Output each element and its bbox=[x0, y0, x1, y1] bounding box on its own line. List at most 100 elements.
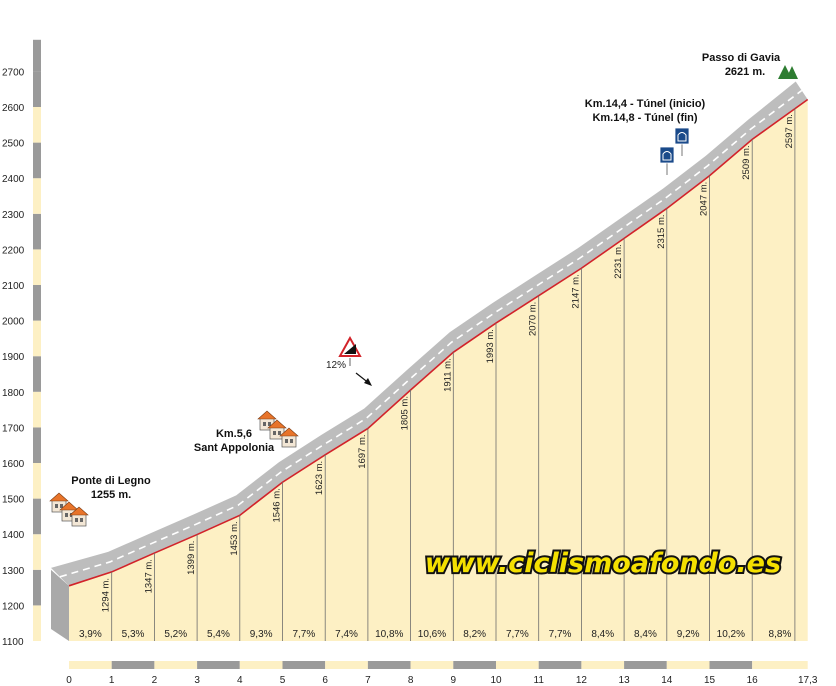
y-tick-label: 1600 bbox=[2, 459, 25, 470]
km-band bbox=[410, 661, 454, 669]
tunnel-sign-icon bbox=[674, 127, 690, 156]
altitude-band bbox=[33, 249, 41, 285]
km-band bbox=[581, 661, 625, 669]
km-band bbox=[496, 661, 539, 669]
x-tick-label: 16 bbox=[747, 675, 759, 686]
gradient-label: 9,2% bbox=[677, 629, 700, 640]
house-window bbox=[65, 513, 68, 517]
x-tick-label: 6 bbox=[322, 675, 328, 686]
house-wall bbox=[281, 434, 297, 448]
altitude-band bbox=[33, 427, 41, 463]
gradient-label: 8,4% bbox=[634, 629, 657, 640]
y-tick-label: 2100 bbox=[2, 281, 25, 292]
house-window bbox=[290, 439, 293, 443]
altitude-band bbox=[33, 285, 41, 321]
altitude-label: 1546 m. bbox=[272, 488, 283, 522]
tunnel-end: Km.14,8 - Túnel (fin) bbox=[592, 112, 697, 124]
gradient-label: 10,6% bbox=[418, 629, 446, 640]
x-tick-label: 2 bbox=[152, 675, 158, 686]
km-band bbox=[111, 661, 155, 669]
altitude-band bbox=[33, 142, 41, 179]
x-tick-label: 9 bbox=[451, 675, 457, 686]
house-window bbox=[278, 431, 281, 435]
altitude-label: 2147 m. bbox=[570, 274, 581, 308]
altitude-label: 2597 m. bbox=[784, 114, 795, 148]
house-roof bbox=[69, 506, 89, 516]
y-tick-label: 1300 bbox=[2, 566, 25, 577]
summit-mountain-icon bbox=[778, 65, 798, 79]
x-tick-label: 1 bbox=[109, 675, 115, 686]
km-band bbox=[666, 661, 710, 669]
gradient-label: 5,2% bbox=[164, 629, 187, 640]
altitude-label: 1294 m. bbox=[101, 578, 112, 612]
profile-line bbox=[68, 98, 809, 587]
road-center-line bbox=[59, 89, 803, 578]
altitude-label: 1453 m. bbox=[229, 521, 240, 555]
y-tick-label: 2700 bbox=[2, 67, 25, 78]
altitude-band bbox=[33, 605, 41, 641]
summit-peak bbox=[786, 66, 798, 79]
y-tick-label: 1800 bbox=[2, 388, 25, 399]
km-band bbox=[239, 661, 283, 669]
x-tick-label: 5 bbox=[280, 675, 286, 686]
tunnel-arch bbox=[677, 132, 687, 142]
altitude-label: 2315 m. bbox=[656, 214, 667, 248]
y-tick-label: 1500 bbox=[2, 495, 25, 506]
y-tick-label: 2500 bbox=[2, 139, 25, 150]
gradient-label: 8,2% bbox=[463, 629, 486, 640]
y-tick-label: 2300 bbox=[2, 210, 25, 221]
house-roof bbox=[257, 410, 277, 420]
house-window bbox=[273, 431, 276, 435]
x-tick-label: 17,3 bbox=[798, 675, 818, 686]
watermark: www.ciclismoafondo.es bbox=[425, 548, 781, 579]
tunnel-start: Km.14,4 - Túnel (inicio) bbox=[585, 98, 706, 110]
km-band bbox=[538, 661, 582, 669]
start-name: Ponte di Legno bbox=[71, 475, 151, 487]
steep-percent: 12% bbox=[326, 360, 346, 371]
steep-arrowhead bbox=[364, 378, 372, 386]
house-window bbox=[285, 439, 288, 443]
altitude-band bbox=[33, 569, 41, 606]
tunnel-arch bbox=[662, 151, 672, 161]
house-window bbox=[80, 518, 83, 522]
altitude-label: 1347 m. bbox=[143, 559, 154, 593]
km-band bbox=[197, 661, 240, 669]
altitude-band bbox=[33, 213, 41, 250]
km-band bbox=[624, 661, 667, 669]
altitude-label: 2231 m. bbox=[613, 244, 624, 278]
gradient-label: 7,7% bbox=[292, 629, 315, 640]
altitude-label: 1697 m. bbox=[357, 434, 368, 468]
km-band bbox=[325, 661, 368, 669]
km-band bbox=[367, 661, 411, 669]
x-tick-label: 10 bbox=[490, 675, 502, 686]
y-tick-label: 1400 bbox=[2, 530, 25, 541]
y-tick-label: 2400 bbox=[2, 174, 25, 185]
gradient-label: 3,9% bbox=[79, 629, 102, 640]
summit-altitude: 2621 m. bbox=[725, 66, 765, 78]
x-tick-label: 3 bbox=[194, 675, 200, 686]
gradient-label: 7,7% bbox=[549, 629, 572, 640]
altitude-label: 2047 m. bbox=[699, 182, 710, 216]
y-tick-label: 2200 bbox=[2, 245, 25, 256]
house-window bbox=[75, 518, 78, 522]
summit-name: Passo di Gavia bbox=[702, 52, 781, 64]
altitude-band bbox=[33, 391, 41, 428]
y-tick-label: 1700 bbox=[2, 423, 25, 434]
x-tick-label: 13 bbox=[619, 675, 631, 686]
gradient-label: 8,8% bbox=[769, 629, 792, 640]
y-tick-label: 1100 bbox=[2, 637, 24, 648]
altitude-band bbox=[33, 498, 41, 535]
altitude-band bbox=[33, 39, 41, 72]
town-name: Sant Appolonia bbox=[194, 442, 275, 454]
km-band bbox=[154, 661, 198, 669]
altitude-label: 1623 m. bbox=[314, 461, 325, 495]
altitude-band bbox=[33, 178, 41, 214]
house-window bbox=[60, 504, 63, 508]
y-tick-label: 2000 bbox=[2, 317, 25, 328]
profile-side bbox=[51, 569, 69, 641]
km-band bbox=[709, 661, 753, 669]
house-roof bbox=[59, 501, 79, 511]
km-band bbox=[282, 661, 326, 669]
